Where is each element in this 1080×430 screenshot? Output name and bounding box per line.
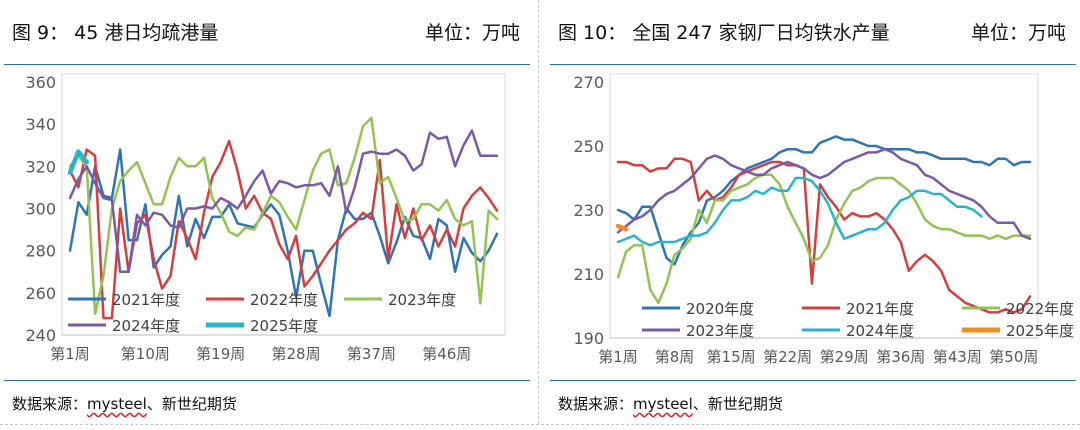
left-legend-label: 2025年度 (250, 317, 318, 335)
right-chart-title: 图 10： 全国 247 家钢厂日均铁水产量 (558, 22, 890, 44)
left-x-tick-label: 第28周 (272, 345, 321, 363)
left-chart-footer: 数据来源：mysteel、新世纪期货 (4, 380, 530, 425)
right-source-note: 数据来源：mysteel、新世纪期货 (558, 393, 783, 414)
left-legend-label: 2022年度 (250, 291, 318, 309)
left-x-tick-label: 第37周 (347, 345, 396, 363)
right-series-line-4 (616, 176, 983, 247)
left-x-tick-label: 第46周 (422, 345, 471, 363)
right-legend-label: 2021年度 (846, 300, 914, 318)
right-x-tick-label: 第29周 (820, 348, 869, 366)
right-series-line-1 (616, 157, 1032, 314)
right-chart-unit: 单位：万吨 (970, 22, 1066, 44)
right-x-tick-label: 第36周 (876, 348, 925, 366)
left-source-suffix: 、新世纪期货 (146, 395, 237, 413)
right-legend-label: 2022年度 (1006, 300, 1074, 318)
left-series-line-2 (68, 116, 499, 316)
left-x-tick-label: 第1周 (50, 345, 90, 363)
left-chart-panel: 图 9： 45 港日均疏港量 单位：万吨 240 260 280 300 320 340 3… (4, 0, 530, 430)
left-x-tick-label: 第19周 (196, 345, 245, 363)
page-bottom-divider (0, 424, 1080, 425)
right-y-tick-label: 270 (573, 73, 604, 92)
left-y-tick-label: 280 (25, 242, 56, 261)
right-x-tick-label: 第50周 (989, 348, 1038, 366)
right-line-chart: 190 210 230 250 270 第1周 第8周 第15周 第22周 第29周 第36周 第43… (573, 73, 1074, 366)
right-chart-panel: 图 10： 全国 247 家钢厂日均铁水产量 单位：万吨 190 210 230 25… (550, 0, 1076, 430)
right-y-tick-label: 190 (573, 329, 604, 348)
right-x-tick-label: 第1周 (598, 348, 638, 366)
left-x-tick-label: 第10周 (121, 345, 170, 363)
left-y-tick-label: 320 (25, 157, 56, 176)
left-chart-unit: 单位：万吨 (424, 22, 520, 44)
right-legend-label: 2025年度 (1006, 322, 1074, 340)
left-y-tick-label: 340 (25, 115, 56, 134)
left-chart-title: 图 9： 45 港日均疏港量 (12, 22, 219, 44)
right-legend-label: 2023年度 (686, 322, 754, 340)
left-y-tick-label: 260 (25, 284, 56, 303)
left-y-tick-label: 240 (25, 326, 56, 345)
right-legend-label: 2020年度 (686, 300, 754, 318)
right-x-tick-label: 第8周 (655, 348, 695, 366)
right-x-tick-label: 第15周 (707, 348, 756, 366)
left-y-tick-label: 300 (25, 200, 56, 219)
left-legend-label: 2024年度 (112, 317, 180, 335)
right-source-brand: mysteel (633, 395, 693, 413)
right-legend-label: 2024年度 (846, 322, 914, 340)
right-y-tick-label: 250 (573, 137, 604, 156)
left-line-chart: 240 260 280 300 320 340 360 第1周 第10周 第19周 第28周 第37周… (25, 73, 506, 363)
panel-divider (538, 0, 539, 424)
left-legend-label: 2023年度 (388, 291, 456, 309)
right-series-line-0 (616, 135, 1032, 266)
left-series-line-3 (68, 129, 499, 274)
right-x-tick-label: 第43周 (933, 348, 982, 366)
right-series-line-3 (616, 147, 1032, 241)
left-series-line-4 (67, 149, 89, 175)
left-source-note: 数据来源：mysteel、新世纪期货 (12, 393, 237, 414)
right-plot-frame (609, 73, 1039, 339)
right-series-line-2 (616, 173, 1032, 305)
left-y-tick-label: 360 (25, 73, 56, 92)
left-series-line-0 (68, 148, 499, 318)
right-y-tick-label: 230 (573, 201, 604, 220)
left-legend-label: 2021年度 (112, 291, 180, 309)
right-source-prefix: 数据来源： (558, 395, 634, 413)
right-series-line-5 (615, 223, 629, 232)
right-source-suffix: 、新世纪期货 (692, 395, 783, 413)
left-chart-header: 图 9： 45 港日均疏港量 单位：万吨 (4, 0, 530, 65)
right-chart-header: 图 10： 全国 247 家钢厂日均铁水产量 单位：万吨 (550, 0, 1076, 65)
right-x-tick-label: 第22周 (763, 348, 812, 366)
left-source-brand: mysteel (87, 395, 147, 413)
left-source-prefix: 数据来源： (12, 395, 88, 413)
right-chart-footer: 数据来源：mysteel、新世纪期货 (550, 380, 1076, 425)
right-y-tick-label: 210 (573, 265, 604, 284)
